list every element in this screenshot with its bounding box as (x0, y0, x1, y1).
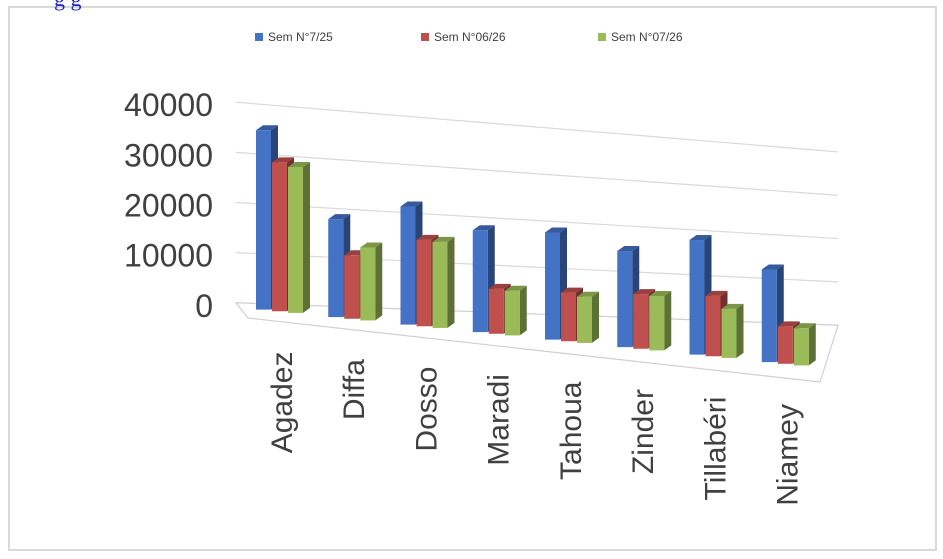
category-label: Niamey (772, 404, 805, 506)
category-label: Dosso (411, 367, 444, 452)
legend-label: Sem N°07/26 (611, 30, 683, 44)
bar-top (328, 214, 351, 220)
legend-item: Sem N°06/26 (421, 30, 506, 44)
bar (504, 285, 527, 336)
bar-side (375, 242, 383, 321)
bar-top (561, 287, 583, 293)
category-label: Zinder (627, 389, 660, 474)
bar-top (400, 201, 423, 207)
bar-front (488, 288, 504, 334)
bar-side (447, 236, 455, 328)
y-tick-label: 40000 (124, 87, 213, 123)
bar-front (721, 308, 737, 358)
bar (288, 162, 310, 313)
bar-side (664, 290, 672, 351)
bar-front (504, 290, 520, 336)
bar-top (272, 157, 294, 163)
bar-top (360, 242, 383, 248)
bar-side (303, 162, 310, 313)
gridline (235, 101, 839, 153)
bar-side (808, 323, 816, 366)
bar-side (592, 291, 599, 343)
bar-top (633, 289, 656, 295)
legend-label: Sem N°06/26 (434, 30, 506, 44)
legend-swatch (598, 33, 606, 41)
bar-top (761, 264, 784, 270)
category-label: Tahoua (555, 381, 588, 480)
bar-top (721, 303, 744, 309)
bar-front (416, 239, 432, 327)
bar-top (577, 291, 599, 297)
legend-item: Sem N°07/26 (598, 30, 683, 44)
bar-front (328, 219, 344, 318)
category-label: Agadez (266, 352, 299, 454)
y-tick-label: 10000 (124, 238, 213, 274)
bar-top (432, 236, 455, 242)
bar (360, 242, 383, 321)
bar-front (344, 255, 360, 319)
bar-top (777, 321, 800, 327)
legend-swatch (421, 33, 429, 41)
bar-top (288, 162, 310, 168)
bar-front (432, 241, 448, 328)
bar-top (472, 225, 495, 231)
bar-front (633, 294, 649, 349)
bar (721, 303, 744, 358)
bar-top (617, 246, 640, 252)
bar-top (689, 235, 712, 241)
y-tick-label: 30000 (124, 137, 213, 173)
gridline (235, 252, 839, 283)
bar-front (705, 295, 721, 357)
bar-side (736, 303, 744, 358)
bar-front (777, 326, 793, 364)
y-tick-label: 20000 (124, 187, 213, 223)
bar (432, 236, 455, 328)
chart-floor (234, 302, 839, 383)
bar-top (705, 290, 728, 296)
bar-front (761, 269, 777, 363)
legend-item: Sem N°7/25 (255, 30, 333, 44)
bar-top (793, 323, 816, 329)
category-label: Diffa (338, 359, 371, 420)
bar-front (561, 292, 576, 342)
bar-top (545, 227, 567, 233)
gridline (235, 201, 839, 240)
gridline (235, 151, 839, 196)
bar-front (472, 230, 488, 333)
bar-top (256, 125, 278, 131)
bar-front (288, 167, 303, 313)
top-caption: g g (54, 0, 82, 12)
bar-front (360, 247, 376, 321)
bar-front (793, 328, 809, 366)
bar (577, 291, 599, 343)
legend-swatch (255, 33, 263, 41)
bar-top (504, 285, 527, 291)
bar-front (617, 251, 633, 348)
bar-front (272, 162, 287, 312)
bar (793, 323, 816, 366)
bar-top (416, 234, 439, 240)
bar-front (400, 206, 416, 325)
bar-front (545, 232, 560, 340)
y-tick-label: 0 (195, 288, 213, 324)
bar-front (256, 130, 271, 310)
category-label: Tillabéri (700, 397, 733, 501)
bar-front (689, 240, 705, 355)
bar-front (577, 296, 592, 343)
legend-label: Sem N°7/25 (268, 30, 333, 44)
bar-top (488, 283, 511, 289)
bar-side (519, 285, 527, 336)
bar (649, 290, 672, 351)
bar-front (649, 295, 665, 351)
category-label: Maradi (483, 374, 516, 466)
bar-top (649, 290, 672, 296)
